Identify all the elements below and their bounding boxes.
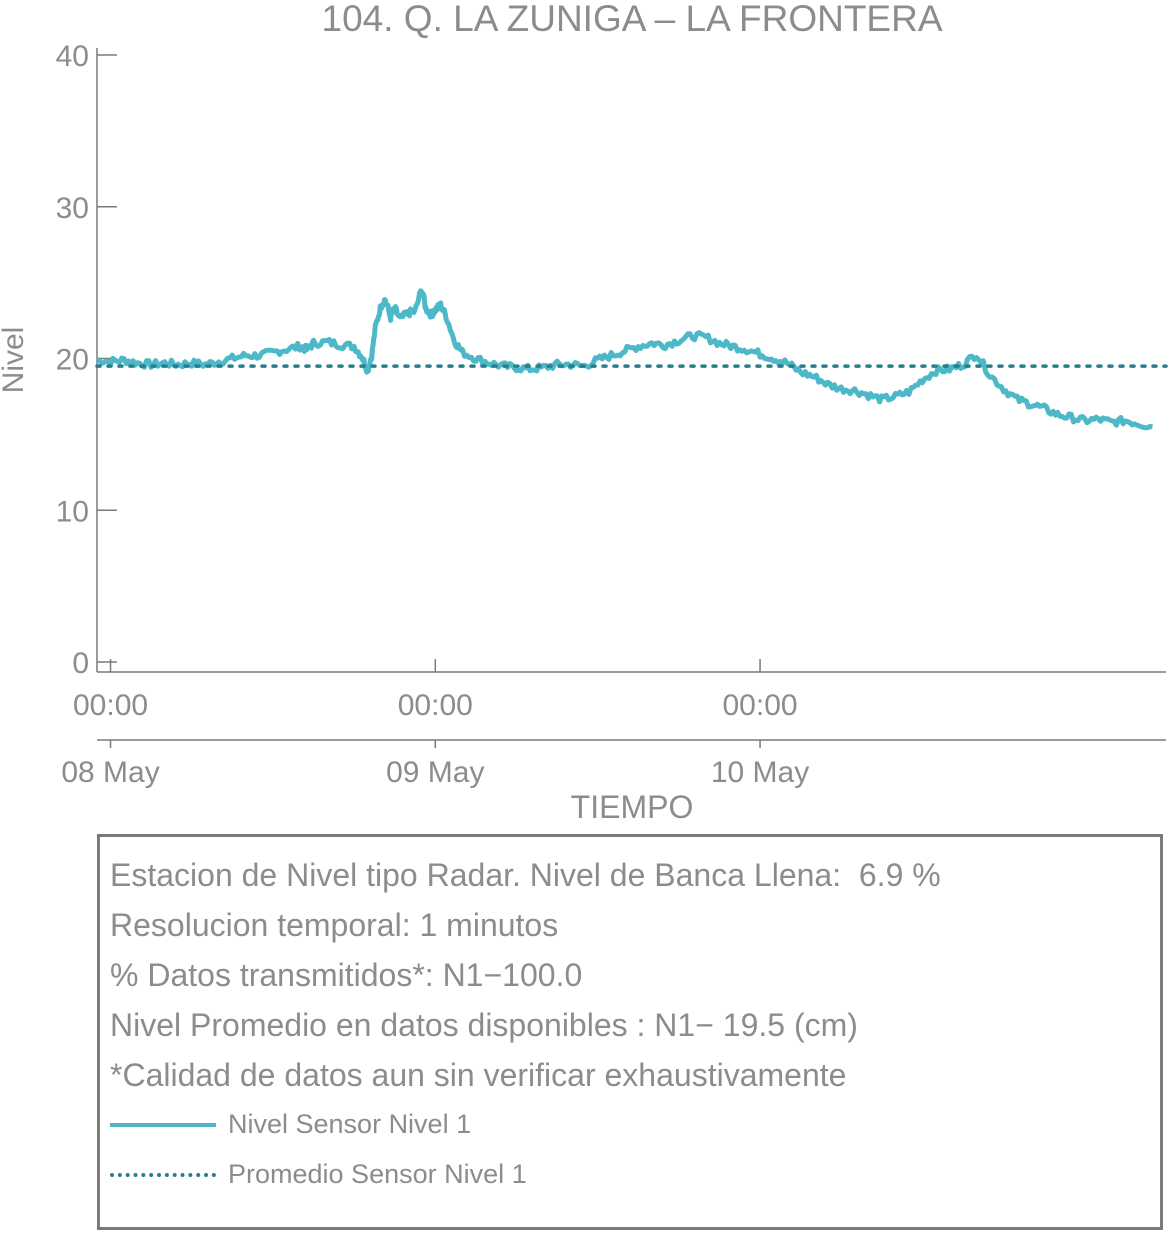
level-chart: 104. Q. LA ZUNIGA – LA FRONTERA Nivel TI…: [0, 0, 1168, 825]
y-axis-label: Nivel: [0, 327, 30, 394]
legend-item-level: Nivel Sensor Nivel 1: [110, 1109, 710, 1139]
y-tick-label: 30: [56, 192, 89, 225]
legend-label-average: Promedio Sensor Nivel 1: [228, 1159, 527, 1189]
x-tick-date-label: 10 May: [711, 756, 809, 789]
y-tick-label: 10: [56, 495, 89, 528]
info-resolution-line: Resolucion temporal: 1 minutos: [110, 907, 559, 943]
y-tick-label: 40: [56, 40, 89, 73]
y-tick-label: 0: [72, 647, 89, 680]
legend-item-average: Promedio Sensor Nivel 1: [110, 1159, 710, 1189]
series-layer: [95, 288, 1168, 431]
legend-solid-swatch: [110, 1123, 216, 1127]
info-average-line: Nivel Promedio en datos disponibles : N1…: [110, 1007, 858, 1043]
info-radar-line: Estacion de Nivel tipo Radar. Nivel de B…: [110, 857, 941, 893]
info-panel: Estacion de Nivel tipo Radar. Nivel de B…: [97, 834, 1163, 1230]
x-tick-time-label: 00:00: [398, 689, 473, 722]
x-tick-date-label: 09 May: [386, 756, 484, 789]
x-tick-date-label: 08 May: [61, 756, 159, 789]
legend-label-level: Nivel Sensor Nivel 1: [228, 1109, 472, 1139]
info-quality-line: *Calidad de datos aun sin verificar exha…: [110, 1057, 847, 1093]
info-transmitted-line: % Datos transmitidos*: N1−100.0: [110, 957, 583, 993]
x-tick-time-label: 00:00: [73, 689, 148, 722]
axes: 0 10 20 30 40 00:00 08 May 00:00 09 May 00:00 10 M…: [56, 40, 1166, 789]
chart-title: 104. Q. LA ZUNIGA – LA FRONTERA: [322, 0, 943, 39]
y-tick-label: 20: [56, 344, 89, 377]
x-axis-label: TIEMPO: [571, 789, 694, 825]
x-tick-time-label: 00:00: [723, 689, 798, 722]
level-series-line: [96, 288, 1153, 431]
legend-dotted-swatch: [110, 1173, 216, 1177]
